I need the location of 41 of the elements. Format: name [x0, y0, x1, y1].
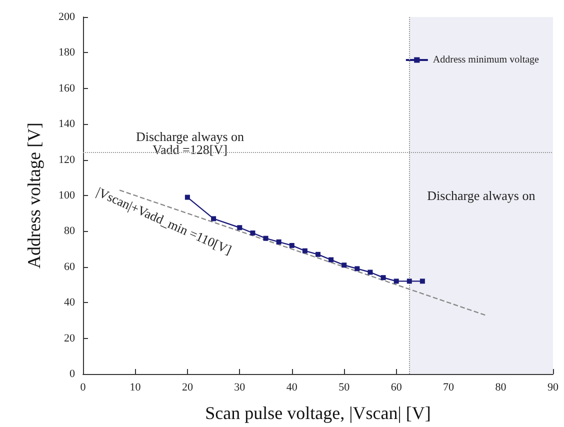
y-tick-label: 160: [58, 82, 76, 94]
x-tick-label: 30: [234, 382, 246, 394]
point: [380, 275, 386, 280]
band-label: Discharge always on: [427, 188, 536, 203]
y-tick-label: 180: [58, 46, 76, 59]
point: [328, 257, 334, 262]
point: [354, 266, 360, 272]
y-tick-label: 80: [64, 225, 76, 238]
x-tick-label: 0: [80, 382, 86, 394]
x-tick-label: 50: [338, 382, 350, 394]
point: [237, 225, 242, 230]
x-tick-label: 70: [443, 382, 455, 394]
point: [406, 278, 412, 284]
legend-label: Address minimum voltage: [432, 54, 540, 66]
x-tick-label: 80: [495, 382, 507, 394]
y-tick-label: 140: [58, 118, 76, 130]
y-axis-title: Address voltage [V]: [24, 122, 44, 268]
x-tick-label: 20: [182, 382, 194, 394]
y-tick-label: 100: [58, 190, 76, 202]
x-axis-title: Scan pulse voltage, |Vscan| [V]: [205, 403, 431, 423]
point: [316, 252, 320, 257]
y-tick-label: 120: [58, 154, 76, 166]
point: [211, 216, 216, 222]
point: [302, 248, 308, 254]
point: [263, 236, 268, 241]
point: [342, 262, 347, 268]
point: [276, 239, 282, 244]
point: [394, 278, 399, 284]
y-tick-label: 0: [70, 368, 76, 380]
x-tick-label: 60: [390, 382, 402, 394]
x-tick-label: 40: [286, 382, 298, 394]
y-tick-label: 20: [64, 332, 76, 344]
point: [368, 270, 373, 275]
x-tick-label: 10: [130, 382, 142, 394]
y-tick-label: 200: [58, 11, 76, 23]
point: [420, 278, 425, 284]
point: [289, 242, 294, 248]
y-tick-label: 60: [64, 260, 76, 273]
x-tick-label: 90: [548, 382, 559, 394]
point: [250, 230, 256, 236]
y-tick-label: 40: [64, 296, 76, 309]
